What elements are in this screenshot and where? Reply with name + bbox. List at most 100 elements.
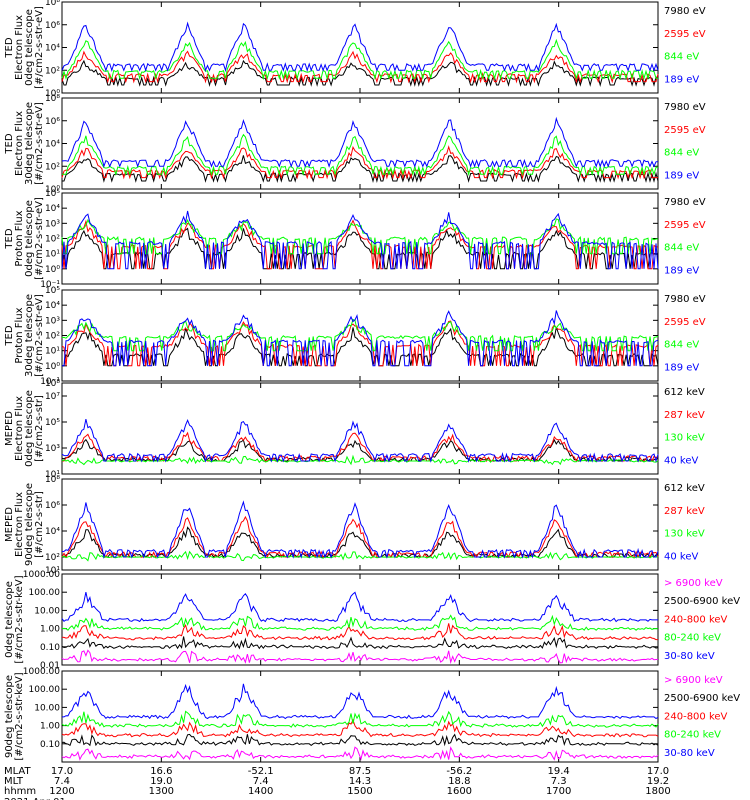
y-tick-label: 10⁸ (45, 379, 60, 389)
panel-frame (61, 289, 659, 382)
series-line (61, 318, 659, 352)
x-mlat-label: 87.5 (349, 766, 371, 777)
y-tick-label: 10⁴ (45, 140, 60, 150)
y-axis-label: [#/cm2-s-str-eV] (34, 6, 45, 89)
series-line (62, 431, 659, 463)
y-tick-label: 10² (45, 332, 60, 342)
legend-entry: 7980 eV (664, 197, 706, 208)
y-tick-label: 10⁴ (45, 204, 60, 214)
y-axis-label: TED (4, 228, 15, 249)
x-date-label: 2021 Apr 01 (4, 797, 66, 800)
y-axis-label: 0deg telescope (24, 200, 35, 277)
series-line (61, 418, 659, 463)
panel-5: 10¹ 10³ 10⁵ 10⁷ 10⁸ MEPED Electron Flux 0deg te… (4, 379, 705, 480)
series-line (61, 59, 659, 87)
y-tick-label: 100.00 (29, 685, 61, 695)
y-tick-label: 10³ (45, 444, 60, 454)
x-row-label: hhmm (4, 786, 36, 797)
legend-entry: 287 keV (664, 506, 705, 517)
legend-entry: 2595 eV (664, 125, 706, 136)
legend-entry: > 6900 keV (664, 675, 723, 686)
x-mlt-label: 19.0 (150, 776, 172, 787)
legend-entry: 612 keV (664, 483, 705, 494)
y-axis-label: [#/cm2-s-str-keV] (14, 575, 25, 663)
x-row-label: MLT (4, 776, 24, 787)
y-tick-label: 10⁸ (45, 94, 60, 104)
y-tick-label: 10² (45, 162, 60, 172)
y-tick-label: 10¹ (45, 250, 60, 260)
legend-entry: 40 keV (664, 551, 698, 562)
y-tick-label: 1.00 (40, 722, 60, 732)
series-line (61, 746, 659, 761)
y-axis-label: 0deg telescope (24, 390, 35, 467)
legend-entry: 189 eV (664, 265, 699, 276)
panel-frame (61, 573, 659, 666)
series-line (61, 500, 659, 559)
y-tick-label: 10² (45, 66, 60, 76)
legend-entry: 7980 eV (664, 102, 706, 113)
legend-entry: 130 keV (664, 433, 705, 444)
x-mlat-label: -56.2 (446, 766, 472, 777)
panel-3: 10⁻¹ 10⁰ 10¹ 10² 10³ 10⁴ 10⁵ TED Proton Flux 0deg… (4, 189, 706, 290)
legend-entry: 287 keV (664, 410, 705, 421)
y-axis-label: MEPED (4, 411, 15, 446)
x-hhmm-label: 1200 (49, 786, 74, 797)
legend-entry: 612 keV (664, 387, 705, 398)
y-tick-label: 10⁸ (45, 475, 60, 485)
panel-6: 10¹ 10² 10⁴ 10⁶ 10⁸ MEPED Electron Flux 90deg t… (4, 475, 705, 576)
series-line (61, 733, 659, 747)
y-axis-label: [#/cm2-s-str-eV] (34, 294, 45, 377)
y-axis-label: TED (4, 325, 15, 346)
legend-entry: 7980 eV (664, 6, 706, 17)
x-hhmm-label: 1300 (149, 786, 174, 797)
series-line (62, 526, 659, 558)
y-tick-label: 1000.00 (23, 570, 60, 580)
legend-entry: 240-800 keV (664, 614, 728, 625)
panel-2: 10⁰ 10² 10⁴ 10⁶ 10⁸ TED Electron Flux 30deg tel… (4, 94, 706, 195)
series-line (62, 155, 659, 183)
legend-entry: 30-80 keV (664, 651, 715, 662)
legend-entry: 80-240 keV (664, 633, 721, 644)
x-mlat-label: -52.1 (248, 766, 274, 777)
panel-frame (61, 1, 659, 94)
series-line (61, 623, 658, 641)
legend-entry: 40 keV (664, 455, 698, 466)
legend-entry: 240-800 keV (664, 711, 728, 722)
x-mlt-label: 19.2 (647, 776, 669, 787)
x-mlat-label: 19.4 (548, 766, 570, 777)
y-tick-label: 10⁵ (45, 418, 60, 428)
x-mlt-label: 14.3 (349, 776, 371, 787)
series-line (61, 145, 658, 180)
legend-entry: 2595 eV (664, 29, 706, 40)
y-tick-label: 10⁴ (45, 301, 60, 311)
series-line (61, 710, 659, 728)
legend-entry: 844 eV (664, 243, 699, 254)
y-tick-label: 10² (45, 235, 60, 245)
y-tick-label: 10.00 (34, 703, 60, 713)
y-axis-label: [#/cm2-s-str] (34, 491, 45, 558)
y-tick-label: 0.10 (40, 740, 60, 750)
y-tick-label: 10⁷ (45, 392, 60, 402)
legend-entry: 2595 eV (664, 220, 706, 231)
y-axis-label: 0deg telescope (24, 9, 35, 86)
y-tick-label: 10⁴ (45, 44, 60, 54)
x-hhmm-label: 1400 (248, 786, 273, 797)
y-axis-label: Electron Flux (14, 396, 25, 461)
x-mlt-label: 18.8 (448, 776, 470, 787)
y-axis-label: 90deg telescope (24, 483, 35, 566)
y-tick-label: 10⁴ (45, 527, 60, 537)
series-line (61, 614, 659, 631)
series-line (62, 326, 659, 367)
y-tick-label: 10.00 (34, 606, 60, 616)
series-line (61, 550, 658, 562)
y-tick-label: 10³ (45, 316, 60, 326)
x-hhmm-label: 1600 (447, 786, 472, 797)
x-mlt-label: 7.3 (551, 776, 567, 787)
legend-entry: 189 eV (664, 170, 699, 181)
series-line (61, 219, 659, 270)
y-tick-label: 10⁰ (45, 185, 60, 195)
x-hhmm-label: 1800 (645, 786, 670, 797)
series-line (61, 38, 658, 81)
y-tick-label: 10¹ (45, 566, 60, 576)
y-axis-label: Electron Flux (14, 15, 25, 80)
